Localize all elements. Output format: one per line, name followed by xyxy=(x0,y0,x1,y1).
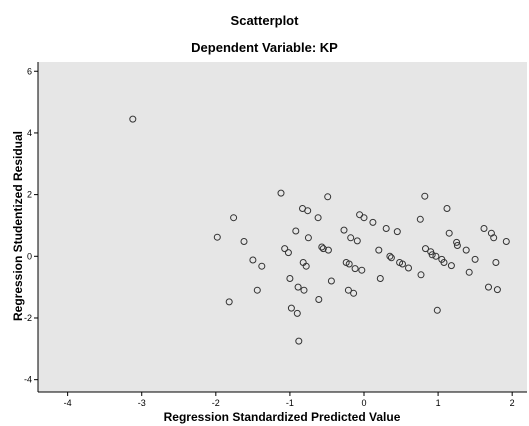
data-point xyxy=(318,243,326,251)
data-point xyxy=(324,193,332,201)
plot-area xyxy=(38,62,527,392)
data-point xyxy=(490,234,498,242)
data-point xyxy=(293,309,301,317)
data-points xyxy=(129,115,510,345)
x-tick-label: -3 xyxy=(138,398,146,408)
data-point xyxy=(421,192,429,200)
data-point xyxy=(443,205,451,212)
data-point xyxy=(428,251,436,259)
data-point xyxy=(249,256,257,264)
data-point xyxy=(387,254,395,262)
data-point xyxy=(422,245,429,253)
x-tick-label: -4 xyxy=(64,398,72,408)
data-point xyxy=(304,207,312,215)
data-point xyxy=(485,283,492,291)
data-point xyxy=(353,237,361,245)
x-tick-label: -2 xyxy=(212,398,220,408)
data-point xyxy=(382,225,390,232)
data-point xyxy=(433,306,441,314)
data-point xyxy=(405,264,412,272)
data-point xyxy=(447,262,455,270)
data-point xyxy=(324,246,332,254)
data-point xyxy=(399,260,406,268)
y-tick-label: -2 xyxy=(24,313,32,323)
data-point xyxy=(453,242,461,249)
chart-title: Scatterplot xyxy=(230,13,299,28)
data-point xyxy=(360,214,368,222)
data-point xyxy=(286,275,294,282)
data-point xyxy=(294,283,302,291)
data-point xyxy=(258,262,266,270)
x-axis-label: Regression Standardized Predicted Value xyxy=(164,410,401,424)
y-tick-label: 4 xyxy=(27,128,32,138)
data-point xyxy=(345,260,353,268)
data-point xyxy=(253,286,261,294)
data-point xyxy=(225,298,233,306)
data-point xyxy=(393,228,401,236)
y-ticks: -4 -2 0 2 4 6 xyxy=(24,66,38,385)
x-ticks: -4 -3 -2 -1 0 1 2 xyxy=(64,392,515,408)
data-point xyxy=(277,189,285,197)
data-point xyxy=(319,245,327,253)
data-point xyxy=(375,246,383,254)
data-point xyxy=(284,249,292,257)
data-point xyxy=(386,252,394,260)
data-point xyxy=(340,226,348,234)
data-point xyxy=(300,286,308,294)
data-point xyxy=(344,286,352,294)
data-point xyxy=(465,268,473,276)
data-point xyxy=(213,233,221,241)
data-point xyxy=(416,215,424,223)
data-point xyxy=(281,245,289,253)
data-point xyxy=(432,252,440,260)
data-point xyxy=(480,225,488,232)
data-point xyxy=(453,238,461,246)
x-tick-label: 1 xyxy=(436,398,441,408)
y-tick-label: 0 xyxy=(27,251,32,261)
data-point xyxy=(493,286,501,294)
x-tick-label: 0 xyxy=(361,398,366,408)
data-point xyxy=(315,296,323,303)
data-point xyxy=(240,238,248,245)
data-point xyxy=(492,259,500,266)
data-point xyxy=(502,238,510,245)
x-tick-label: 2 xyxy=(510,398,515,408)
data-point xyxy=(440,259,448,266)
x-tick-label: -1 xyxy=(286,398,294,408)
data-point xyxy=(129,115,137,123)
data-point xyxy=(314,214,322,222)
data-point xyxy=(376,275,384,282)
y-tick-label: -4 xyxy=(24,375,32,385)
chart-subtitle: Dependent Variable: KP xyxy=(191,40,338,55)
data-point xyxy=(471,255,479,263)
data-point xyxy=(287,304,295,312)
y-axis-label: Regression Studentized Residual xyxy=(11,131,25,321)
y-tick-label: 6 xyxy=(27,66,32,76)
data-point xyxy=(462,246,470,254)
data-point xyxy=(292,227,300,235)
data-point xyxy=(302,262,310,270)
data-point xyxy=(350,289,358,297)
data-point xyxy=(230,214,238,222)
data-point xyxy=(295,337,303,345)
y-tick-label: 2 xyxy=(27,190,32,200)
data-point xyxy=(351,265,359,273)
data-point xyxy=(417,271,425,279)
data-point xyxy=(304,234,312,242)
data-point xyxy=(369,218,377,226)
data-point xyxy=(327,277,335,285)
data-point xyxy=(445,229,453,237)
data-point xyxy=(347,234,355,242)
data-point xyxy=(358,266,366,274)
